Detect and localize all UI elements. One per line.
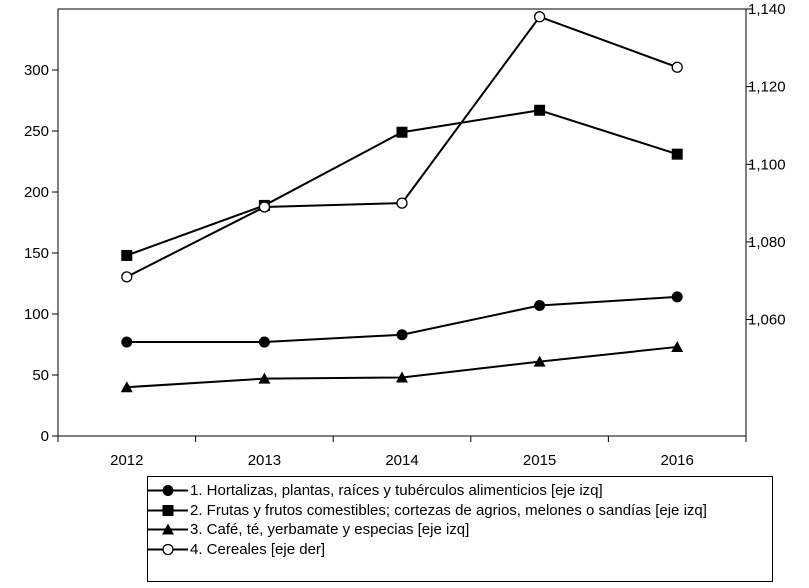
legend-label: 2. Frutas y frutos comestibles; cortezas… <box>190 501 707 519</box>
series-1 <box>121 291 683 348</box>
series-2-point <box>121 249 133 261</box>
series-layer <box>120 11 684 393</box>
series-1-point <box>396 329 408 341</box>
plot-frame <box>57 8 747 437</box>
left-tick-label: 100 <box>24 306 49 323</box>
right-tick-label: 1,120 <box>748 79 786 96</box>
x-axis: 2012 2013 2014 2015 2016 <box>57 436 747 469</box>
left-tick-label: 150 <box>24 245 49 262</box>
left-tick-label: 250 <box>24 123 49 140</box>
series-1-point <box>258 336 270 348</box>
series-4 <box>121 11 683 283</box>
series-2-point <box>534 104 546 116</box>
legend-label: 3. Café, té, yerbamate y especias [eje i… <box>190 521 470 538</box>
legend-swatch-1 <box>148 485 188 496</box>
series-3-point <box>533 355 546 367</box>
series-1-point <box>121 336 133 348</box>
legend-item-2: 2. Frutas y frutos comestibles; cortezas… <box>148 501 707 520</box>
series-4-line <box>126 15 678 278</box>
legend-swatch-marker <box>162 504 174 516</box>
series-4-point <box>533 11 546 23</box>
series-3-point <box>396 371 408 383</box>
series-3-point <box>258 372 271 384</box>
series-4-point <box>396 197 408 209</box>
series-1-point <box>671 291 683 303</box>
legend-label: 1. Hortalizas, plantas, raíces y tubércu… <box>190 482 603 499</box>
series-2-point <box>671 148 683 160</box>
x-tick-label: 2015 <box>523 452 556 469</box>
series-1-point <box>534 299 546 311</box>
legend-label: 4. Cereales [eje der] <box>190 540 326 558</box>
legend-swatch-2 <box>148 504 188 516</box>
series-4-point <box>121 271 133 283</box>
left-tick-label: 50 <box>32 367 49 384</box>
left-tick-label: 300 <box>24 62 49 79</box>
x-tick-label: 2014 <box>385 452 418 469</box>
series-3-point <box>120 381 133 393</box>
legend-swatch-marker <box>162 523 174 535</box>
series-4-point <box>671 61 683 73</box>
left-tick-label: 0 <box>41 428 49 445</box>
legend-swatch-marker <box>162 485 174 496</box>
series-3 <box>120 340 684 393</box>
right-y-axis: 1,060 1,080 1,100 1,120 1,140 <box>746 1 786 329</box>
legend: 1. Hortalizas, plantas, raíces y tubércu… <box>147 476 773 582</box>
legend-item-4: 4. Cereales [eje der] <box>148 540 325 559</box>
legend-swatch-3 <box>148 523 188 535</box>
legend-item-1: 1. Hortalizas, plantas, raíces y tubércu… <box>148 481 603 500</box>
series-3-point <box>671 340 684 352</box>
legend-item-3: 3. Café, té, yerbamate y especias [eje i… <box>148 520 469 539</box>
right-tick-label: 1,080 <box>748 234 786 251</box>
series-4-point <box>258 201 271 213</box>
right-tick-label: 1,140 <box>748 1 786 18</box>
legend-swatch-marker <box>162 543 174 555</box>
x-tick-label: 2016 <box>661 452 694 469</box>
series-2-point <box>396 126 408 138</box>
x-tick-label: 2012 <box>110 452 143 469</box>
x-tick-label: 2013 <box>248 452 281 469</box>
left-tick-label: 200 <box>24 184 49 201</box>
right-tick-label: 1,060 <box>748 312 786 329</box>
right-tick-label: 1,100 <box>748 156 786 173</box>
left-y-axis: 0 50 100 150 200 250 300 <box>24 62 58 445</box>
legend-swatch-4 <box>148 543 188 555</box>
